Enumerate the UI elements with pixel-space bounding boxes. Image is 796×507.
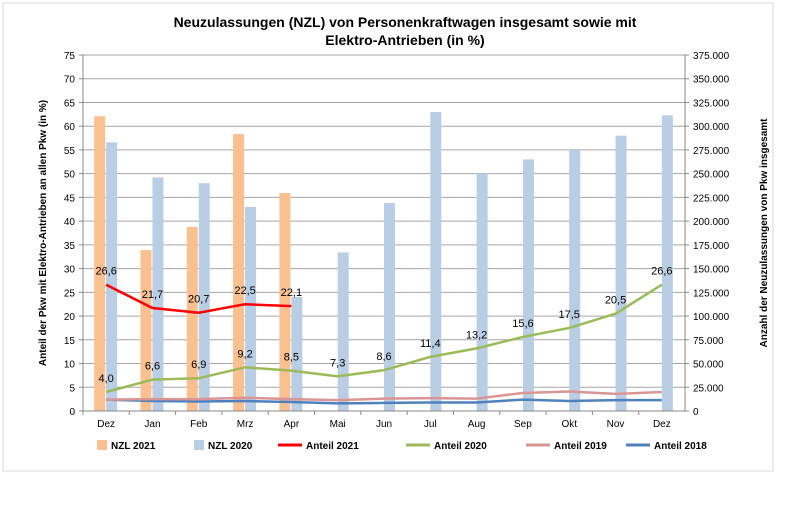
y-tick-label-right: 50.000 xyxy=(693,360,724,371)
bar-nzl-2020 xyxy=(152,177,164,411)
data-label: 20,7 xyxy=(188,294,209,306)
y-tick-label-left: 35 xyxy=(64,241,76,252)
bar-nzl-2020 xyxy=(291,297,303,411)
legend-label: Anteil 2021 xyxy=(306,441,359,452)
y-tick-label-left: 5 xyxy=(69,383,75,394)
y-tick-label-right: 350.000 xyxy=(693,75,730,86)
y-tick-label-right: 125.000 xyxy=(693,288,730,299)
y-tick-label-right: 200.000 xyxy=(693,217,730,228)
legend-label: NZL 2021 xyxy=(111,441,156,452)
x-tick-label: Sep xyxy=(514,419,532,430)
chart-title-line1: Neuzulassungen (NZL) von Personenkraftwa… xyxy=(174,14,637,30)
legend-swatch xyxy=(97,440,107,450)
x-tick-label: Mai xyxy=(330,419,346,430)
y-tick-label-left: 75 xyxy=(64,51,76,62)
data-label: 17,5 xyxy=(559,309,580,321)
data-label: 11,4 xyxy=(420,338,441,350)
legend-label: Anteil 2020 xyxy=(434,441,487,452)
line-anteil-2018 xyxy=(106,398,662,405)
data-label: 8,6 xyxy=(376,351,391,363)
y-tick-label-right: 225.000 xyxy=(693,193,730,204)
legend-label: Anteil 2019 xyxy=(554,441,607,452)
y-tick-label-left: 25 xyxy=(64,288,76,299)
bar-nzl-2021 xyxy=(186,226,198,411)
y-tick-label-left: 60 xyxy=(64,122,76,133)
bar-nzl-2020 xyxy=(198,183,210,411)
y-axis-left-label: Anteil der Pkw mit Elektro-Antrieben an … xyxy=(38,100,49,366)
y-tick-label-left: 65 xyxy=(64,98,76,109)
y-tick-label-right: 325.000 xyxy=(693,98,730,109)
data-label: 15,6 xyxy=(512,318,533,330)
y-tick-label-left: 55 xyxy=(64,146,76,157)
bar-nzl-2020 xyxy=(245,206,257,411)
y-tick-label-left: 30 xyxy=(64,265,76,276)
x-tick-label: Jun xyxy=(376,419,392,430)
bar-nzl-2021 xyxy=(140,250,152,411)
y-tick-label-right: 250.000 xyxy=(693,170,730,181)
y-tick-label-left: 45 xyxy=(64,193,76,204)
y-tick-label-left: 70 xyxy=(64,75,76,86)
data-label: 26,6 xyxy=(651,266,672,278)
y-tick-label-left: 0 xyxy=(69,407,75,418)
legend-label: NZL 2020 xyxy=(208,441,253,452)
y-tick-label-right: 100.000 xyxy=(693,312,730,323)
legend-label: Anteil 2018 xyxy=(654,441,707,452)
bar-nzl-2020 xyxy=(337,252,349,411)
y-axis-right-label: Anzahl der Neuzulassungen von Pkw insges… xyxy=(759,118,770,348)
bar-nzl-2020 xyxy=(661,115,673,412)
y-tick-label-right: 25.000 xyxy=(693,383,724,394)
y-tick-label-left: 15 xyxy=(64,336,76,347)
bar-nzl-2020 xyxy=(615,135,627,411)
x-tick-label: Jan xyxy=(144,419,160,430)
bar-nzl-2021 xyxy=(233,134,245,411)
data-label: 4,0 xyxy=(99,373,114,385)
x-tick-label: Feb xyxy=(190,419,208,430)
y-tick-label-left: 40 xyxy=(64,217,76,228)
bar-nzl-2021 xyxy=(94,116,106,412)
data-label: 6,6 xyxy=(145,361,160,373)
y-tick-label-left: 50 xyxy=(64,170,76,181)
y-tick-label-right: 75.000 xyxy=(693,336,724,347)
chart-title-line2: Elektro-Antrieben (in %) xyxy=(325,32,484,48)
y-tick-label-right: 275.000 xyxy=(693,146,730,157)
y-tick-label-left: 10 xyxy=(64,360,76,371)
bar-nzl-2020 xyxy=(476,173,488,411)
data-label: 22,1 xyxy=(281,287,302,299)
x-tick-label: Okt xyxy=(561,419,577,430)
x-tick-label: Mrz xyxy=(237,419,254,430)
y-tick-label-right: 0 xyxy=(693,407,699,418)
data-label: 7,3 xyxy=(330,357,345,369)
y-tick-label-right: 300.000 xyxy=(693,122,730,133)
data-label: 21,7 xyxy=(142,289,163,301)
bar-nzl-2020 xyxy=(569,149,581,411)
x-tick-label: Aug xyxy=(468,419,486,430)
line-anteil-2020 xyxy=(105,283,663,394)
x-tick-label: Jul xyxy=(424,419,437,430)
data-label: 6,9 xyxy=(191,359,206,371)
data-label: 13,2 xyxy=(466,329,487,341)
y-tick-label-left: 20 xyxy=(64,312,76,323)
y-tick-label-right: 175.000 xyxy=(693,241,730,252)
bar-nzl-2020 xyxy=(430,111,442,412)
data-label: 20,5 xyxy=(605,295,626,307)
bar-nzl-2021 xyxy=(279,193,291,411)
data-label: 9,2 xyxy=(237,348,252,360)
x-tick-label: Dez xyxy=(97,419,115,430)
x-tick-label: Nov xyxy=(607,419,625,430)
y-tick-label-right: 150.000 xyxy=(693,265,730,276)
y-tick-label-right: 375.000 xyxy=(693,51,730,62)
data-label: 8,5 xyxy=(284,352,299,364)
line-anteil-2021 xyxy=(105,283,292,315)
bar-nzl-2020 xyxy=(522,159,534,411)
data-label: 26,6 xyxy=(95,266,116,278)
x-tick-label: Apr xyxy=(284,419,300,430)
x-tick-label: Dez xyxy=(653,419,671,430)
bar-nzl-2020 xyxy=(384,203,395,411)
data-label: 22,5 xyxy=(234,285,255,297)
line-anteil-2019 xyxy=(106,390,662,402)
bar-nzl-2020 xyxy=(106,142,118,411)
legend-swatch xyxy=(194,440,204,450)
